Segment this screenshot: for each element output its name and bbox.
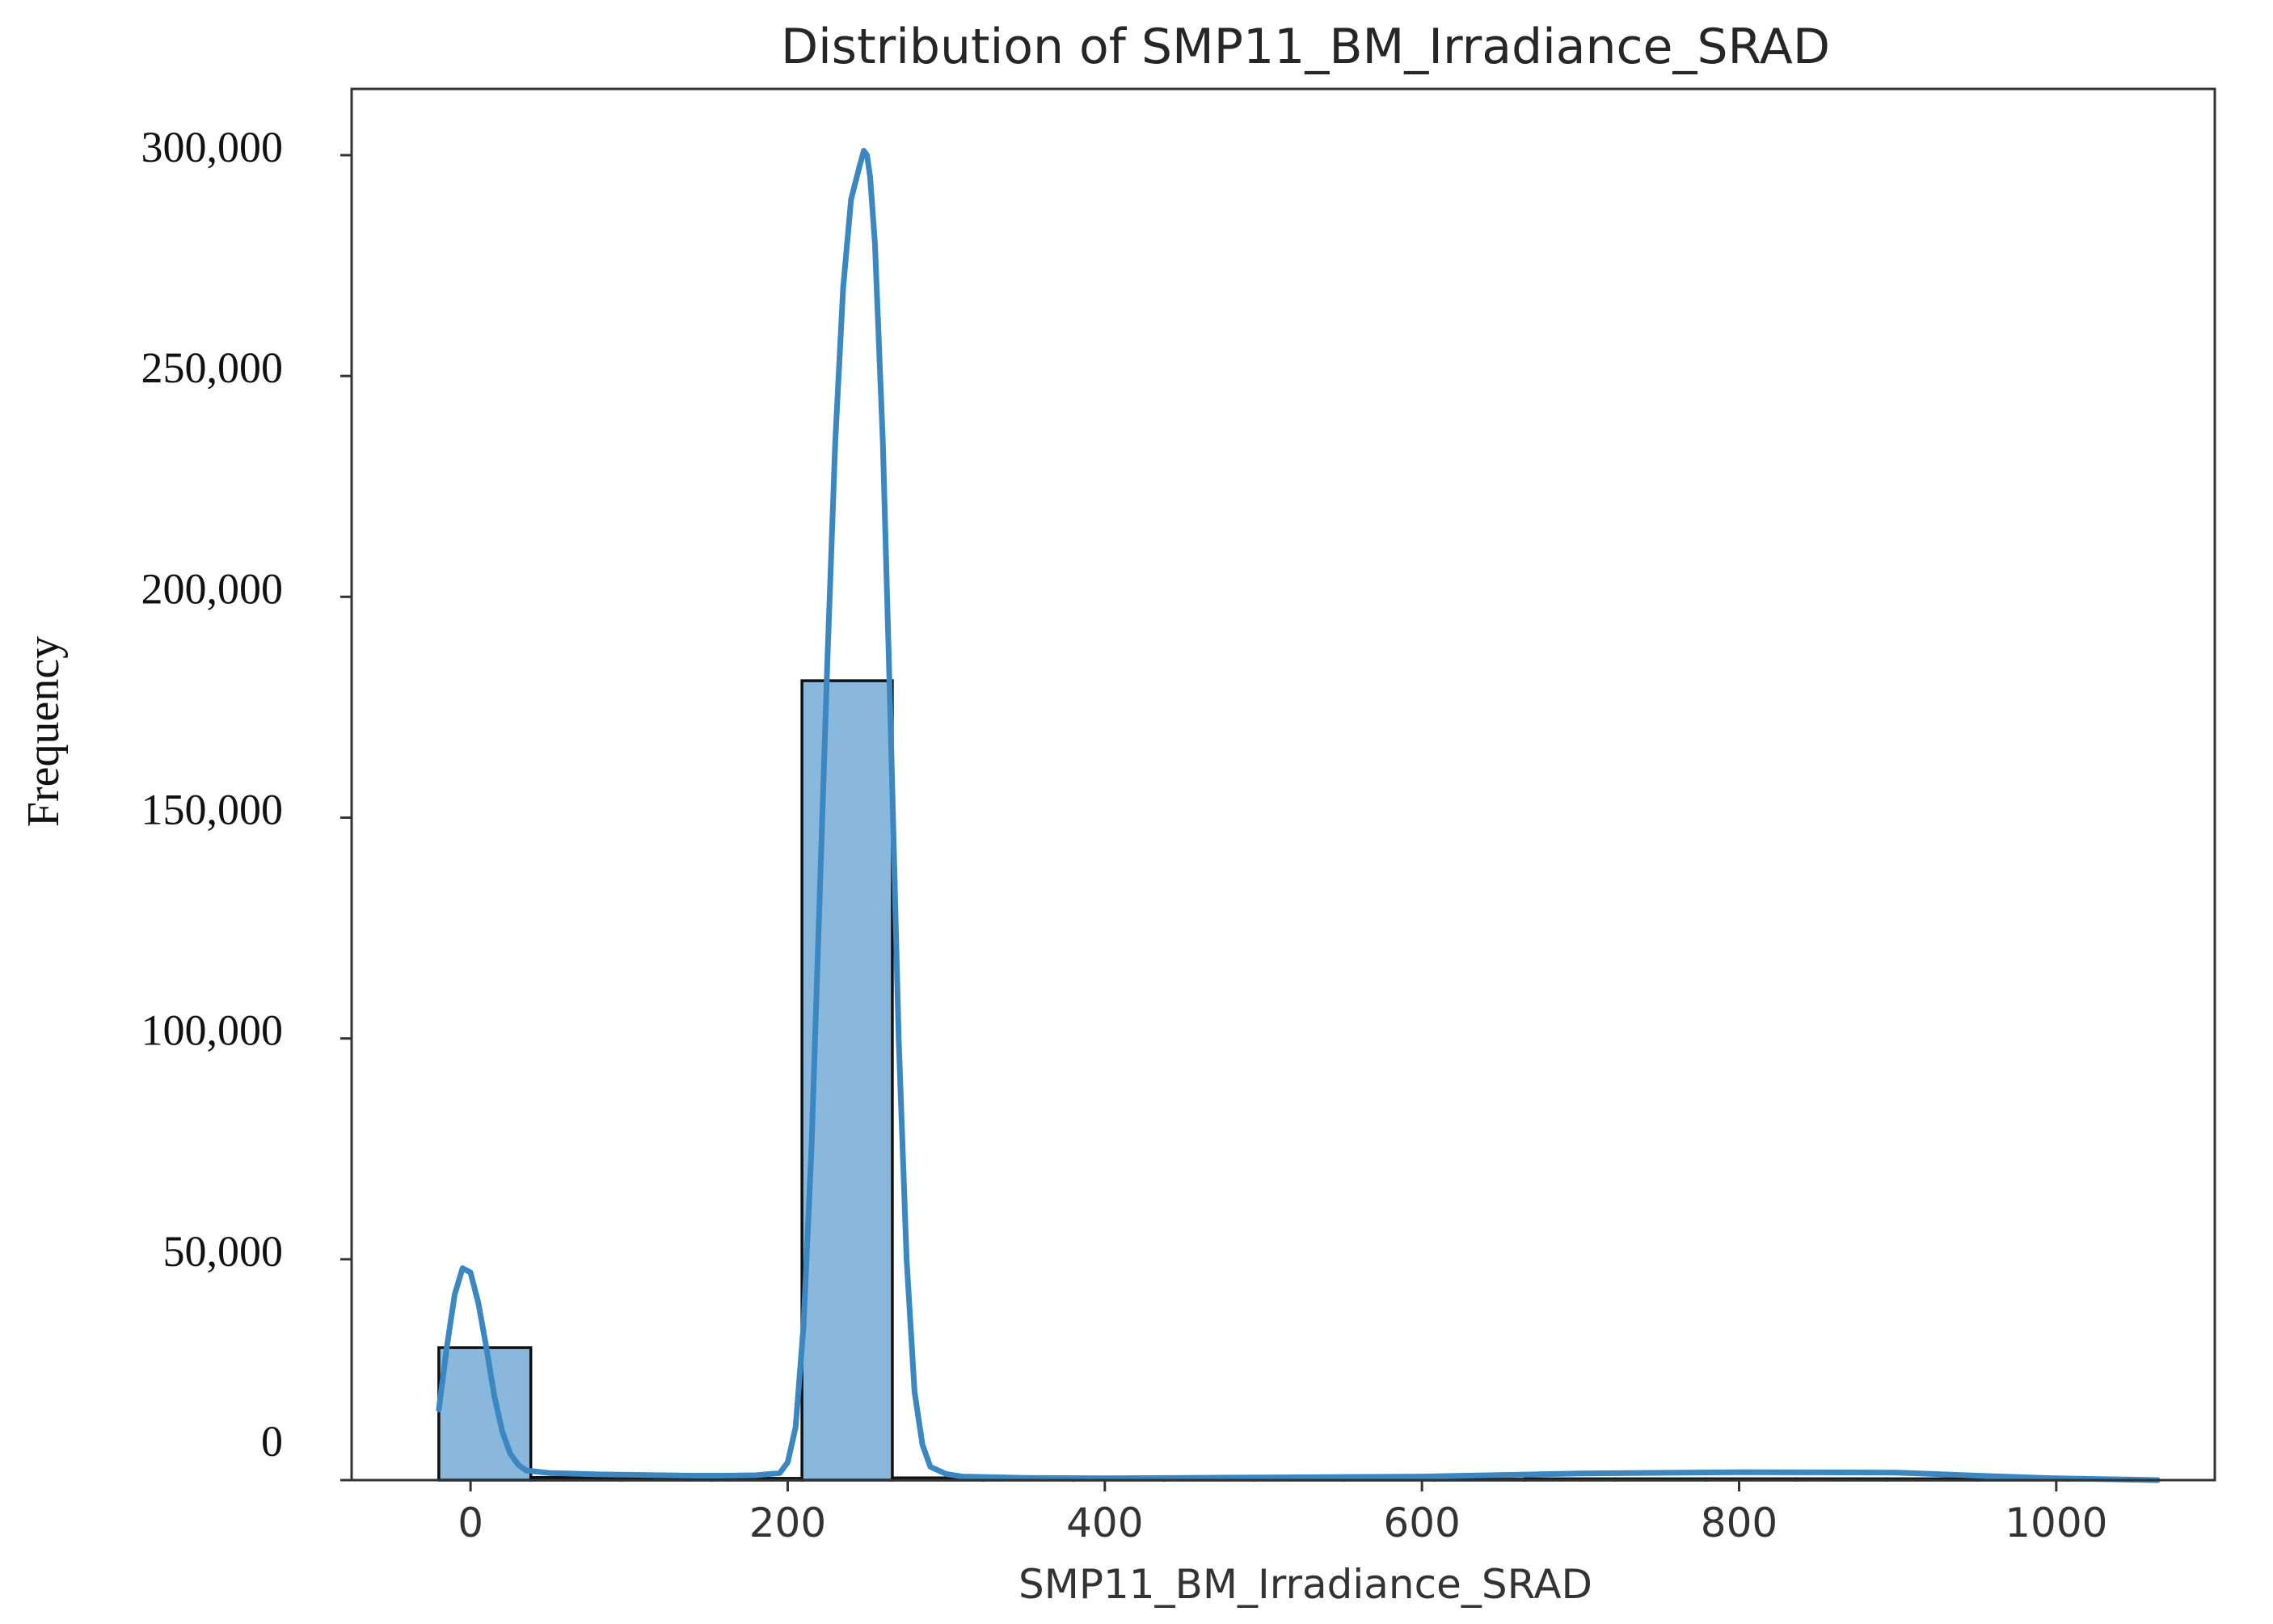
x-tick-label: 1000: [2005, 1500, 2107, 1546]
x-tick-label: 200: [749, 1500, 826, 1546]
x-tick-label: 0: [458, 1500, 483, 1546]
y-tick-label: 50,000: [163, 1227, 284, 1276]
chart-title: Distribution of SMP11_BM_Irradiance_SRAD: [781, 19, 1830, 75]
y-tick-label: 250,000: [141, 344, 284, 392]
y-tick-label: 100,000: [141, 1006, 284, 1055]
plot-frame: [350, 87, 2216, 1482]
y-tick-label: 150,000: [141, 785, 284, 833]
kde-curve: [436, 148, 2161, 1483]
x-tick-label: 800: [1701, 1500, 1777, 1546]
x-axis-ticks: 0 200 400 600 800 1000: [458, 1480, 2107, 1546]
x-axis-label: SMP11_BM_Irradiance_SRAD: [1018, 1561, 1592, 1608]
histogram-bars: [437, 679, 2160, 1482]
histogram-bar-0: [437, 1346, 533, 1482]
y-tick-label: 200,000: [141, 564, 284, 613]
x-tick-label: 400: [1066, 1500, 1143, 1546]
y-tick-label: 300,000: [141, 123, 284, 171]
y-axis-ticks: 0 50,000 100,000 150,000 200,000 250,000 300,0…: [141, 123, 352, 1482]
y-axis-label: Frequency: [19, 636, 69, 827]
x-tick-label: 600: [1383, 1500, 1460, 1546]
y-tick-label: 0: [261, 1417, 283, 1466]
